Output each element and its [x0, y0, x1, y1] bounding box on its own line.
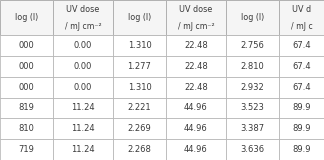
Bar	[226, 56, 279, 77]
Text: 22.48: 22.48	[184, 62, 208, 71]
Text: / mJ c: / mJ c	[291, 22, 312, 31]
Text: 1.310: 1.310	[128, 83, 151, 92]
Text: 2.268: 2.268	[128, 145, 151, 154]
Text: 810: 810	[18, 124, 34, 133]
Text: 67.4: 67.4	[292, 41, 311, 50]
Bar	[166, 118, 226, 139]
Bar	[53, 0, 113, 35]
Text: 2.756: 2.756	[240, 41, 264, 50]
Bar	[0, 35, 53, 56]
Text: 2.810: 2.810	[241, 62, 264, 71]
Bar	[0, 77, 53, 98]
Bar	[113, 118, 166, 139]
Bar	[279, 0, 324, 35]
Text: 000: 000	[18, 41, 34, 50]
Bar	[166, 139, 226, 160]
Text: 44.96: 44.96	[184, 145, 208, 154]
Bar	[53, 139, 113, 160]
Bar	[166, 0, 226, 35]
Bar	[279, 77, 324, 98]
Text: 2.221: 2.221	[128, 104, 151, 112]
Text: log (I): log (I)	[128, 13, 151, 22]
Bar	[0, 0, 53, 35]
Bar	[113, 98, 166, 118]
Bar	[53, 118, 113, 139]
Bar	[113, 139, 166, 160]
Bar	[279, 98, 324, 118]
Text: 0.00: 0.00	[74, 62, 92, 71]
Text: log (I): log (I)	[15, 13, 38, 22]
Text: 1.277: 1.277	[128, 62, 151, 71]
Text: log (I): log (I)	[241, 13, 264, 22]
Text: UV dose: UV dose	[66, 5, 99, 14]
Text: 0.00: 0.00	[74, 83, 92, 92]
Text: 11.24: 11.24	[71, 145, 95, 154]
Text: 11.24: 11.24	[71, 124, 95, 133]
Text: 44.96: 44.96	[184, 124, 208, 133]
Text: 2.269: 2.269	[128, 124, 151, 133]
Bar	[53, 35, 113, 56]
Bar	[166, 77, 226, 98]
Text: 67.4: 67.4	[292, 83, 311, 92]
Text: UV dose: UV dose	[179, 5, 213, 14]
Text: 000: 000	[18, 83, 34, 92]
Text: 0.00: 0.00	[74, 41, 92, 50]
Text: 89.9: 89.9	[292, 145, 311, 154]
Bar	[226, 0, 279, 35]
Text: 3.523: 3.523	[240, 104, 264, 112]
Text: 000: 000	[18, 62, 34, 71]
Bar	[113, 35, 166, 56]
Bar	[226, 118, 279, 139]
Bar	[0, 98, 53, 118]
Text: 22.48: 22.48	[184, 83, 208, 92]
Text: 819: 819	[18, 104, 34, 112]
Text: 44.96: 44.96	[184, 104, 208, 112]
Bar	[166, 35, 226, 56]
Text: / mJ cm⁻²: / mJ cm⁻²	[65, 22, 101, 31]
Bar	[113, 0, 166, 35]
Bar	[113, 56, 166, 77]
Text: 3.636: 3.636	[240, 145, 265, 154]
Text: 11.24: 11.24	[71, 104, 95, 112]
Bar	[279, 139, 324, 160]
Bar	[166, 56, 226, 77]
Text: 2.932: 2.932	[241, 83, 264, 92]
Bar	[53, 77, 113, 98]
Bar	[226, 77, 279, 98]
Text: 1.310: 1.310	[128, 41, 151, 50]
Text: 3.387: 3.387	[240, 124, 265, 133]
Bar	[0, 56, 53, 77]
Text: 67.4: 67.4	[292, 62, 311, 71]
Bar	[279, 56, 324, 77]
Text: / mJ cm⁻²: / mJ cm⁻²	[178, 22, 214, 31]
Bar	[53, 56, 113, 77]
Bar	[226, 35, 279, 56]
Bar	[226, 139, 279, 160]
Text: 89.9: 89.9	[292, 124, 311, 133]
Bar	[279, 118, 324, 139]
Bar	[113, 77, 166, 98]
Bar	[0, 139, 53, 160]
Bar	[279, 35, 324, 56]
Bar	[0, 118, 53, 139]
Bar	[53, 98, 113, 118]
Bar	[166, 98, 226, 118]
Text: 22.48: 22.48	[184, 41, 208, 50]
Text: 89.9: 89.9	[292, 104, 311, 112]
Text: 719: 719	[18, 145, 34, 154]
Text: UV d: UV d	[292, 5, 311, 14]
Bar	[226, 98, 279, 118]
